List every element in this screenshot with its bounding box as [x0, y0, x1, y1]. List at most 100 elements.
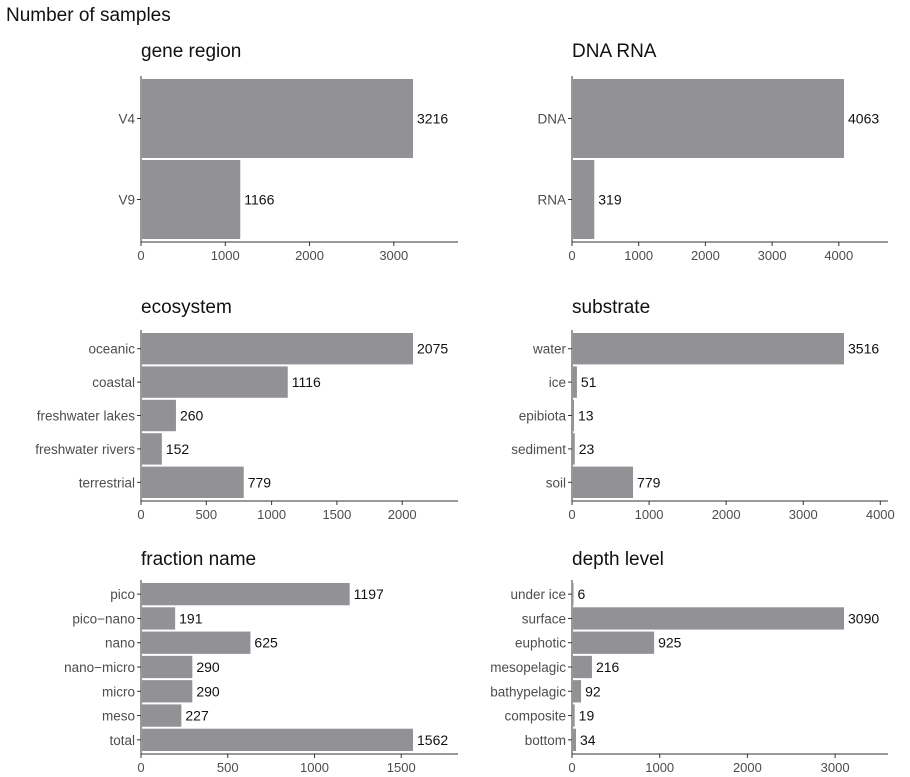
category-label: oceanic: [88, 342, 135, 357]
chart-title: fraction name: [141, 549, 256, 570]
chart-title: substrate: [572, 297, 650, 318]
x-tick-label: 1000: [645, 760, 674, 775]
chart-panel: substrate water 3516 ice 51 epibiota 13 sedimen…: [511, 297, 895, 522]
x-tick-label: 1500: [387, 760, 416, 775]
bar: [142, 399, 176, 432]
data-label: 92: [585, 683, 601, 699]
data-label: 1166: [244, 192, 274, 208]
bar: [142, 433, 162, 465]
bar: [142, 728, 413, 751]
data-label: 3090: [848, 610, 879, 626]
data-label: 13: [578, 408, 594, 424]
bar: [573, 607, 844, 630]
category-label: coastal: [92, 375, 135, 390]
x-tick-label: 2000: [295, 248, 324, 263]
data-label: 319: [598, 192, 622, 208]
bar: [142, 79, 413, 158]
x-tick-label: 2000: [733, 760, 762, 775]
category-label: freshwater rivers: [35, 442, 135, 457]
bar: [573, 583, 574, 606]
x-tick-label: 1000: [624, 248, 653, 263]
x-tick-label: 0: [568, 507, 575, 522]
category-label: total: [109, 733, 135, 748]
category-label: mesopelagic: [490, 660, 566, 675]
x-tick-label: 0: [137, 507, 144, 522]
bar: [573, 79, 844, 158]
chart-title: DNA RNA: [572, 41, 657, 62]
bar: [142, 333, 413, 365]
x-tick-label: 3000: [789, 507, 818, 522]
category-label: micro: [102, 684, 135, 699]
bar: [573, 333, 844, 365]
data-label: 34: [580, 732, 596, 748]
data-label: 290: [196, 659, 220, 675]
category-label: ice: [549, 375, 566, 390]
chart-title: gene region: [141, 41, 241, 62]
data-label: 2075: [417, 341, 448, 357]
data-label: 779: [248, 474, 272, 490]
data-label: 3216: [417, 111, 448, 127]
x-tick-label: 3000: [758, 248, 787, 263]
x-tick-label: 3000: [379, 248, 408, 263]
category-label: pico: [110, 587, 135, 602]
bar: [573, 433, 575, 465]
category-label: nano: [105, 636, 135, 651]
x-tick-label: 1000: [257, 507, 286, 522]
bar: [142, 655, 193, 679]
category-label: pico−nano: [72, 611, 135, 626]
data-label: 625: [254, 635, 278, 651]
bar: [142, 466, 244, 498]
bar: [573, 728, 576, 751]
chart-panel: gene region V4 3216 V9 1166 0 1000 2000 3000: [118, 41, 458, 263]
data-label: 152: [166, 441, 190, 457]
x-tick-label: 4000: [866, 507, 895, 522]
data-label: 1562: [417, 732, 448, 748]
x-tick-label: 1500: [322, 507, 351, 522]
category-label: freshwater lakes: [37, 409, 136, 424]
bar: [142, 631, 251, 654]
bar: [142, 680, 193, 703]
x-tick-label: 1000: [300, 760, 329, 775]
bar: [573, 466, 634, 498]
bar: [573, 631, 655, 654]
data-label: 290: [196, 683, 220, 699]
page-title: Number of samples: [6, 5, 171, 26]
data-label: 227: [185, 708, 209, 724]
category-label: composite: [504, 709, 566, 724]
bar: [573, 704, 575, 727]
x-tick-label: 2000: [691, 248, 720, 263]
bar: [573, 160, 595, 239]
bar: [142, 160, 241, 239]
bar: [573, 366, 577, 398]
data-label: 3516: [848, 341, 879, 357]
data-label: 1116: [292, 374, 321, 390]
x-tick-label: 500: [195, 507, 217, 522]
data-label: 216: [596, 659, 620, 675]
category-label: bottom: [525, 733, 566, 748]
bar: [573, 655, 592, 679]
category-label: soil: [546, 475, 566, 490]
data-label: 51: [581, 374, 597, 390]
data-label: 779: [637, 474, 661, 490]
category-label: euphotic: [515, 636, 566, 651]
x-tick-label: 3000: [821, 760, 850, 775]
chart-panel: ecosystem oceanic 2075 coastal 1116 freshwate…: [35, 297, 458, 522]
bar: [142, 366, 288, 398]
data-label: 4063: [848, 111, 879, 127]
data-label: 19: [579, 708, 595, 724]
category-label: surface: [522, 611, 566, 626]
chart-title: ecosystem: [141, 297, 232, 318]
bar: [142, 704, 182, 727]
category-label: V4: [118, 112, 135, 127]
bar: [573, 399, 575, 432]
category-label: V9: [118, 193, 135, 208]
data-label: 1197: [354, 586, 384, 602]
x-tick-label: 1000: [211, 248, 240, 263]
chart-panel: DNA RNA DNA 4063 RNA 319 0 1000 2000 3000 4000: [537, 41, 888, 263]
category-label: RNA: [537, 193, 566, 208]
bar: [142, 607, 176, 630]
x-tick-label: 500: [217, 760, 239, 775]
data-label: 23: [579, 441, 595, 457]
